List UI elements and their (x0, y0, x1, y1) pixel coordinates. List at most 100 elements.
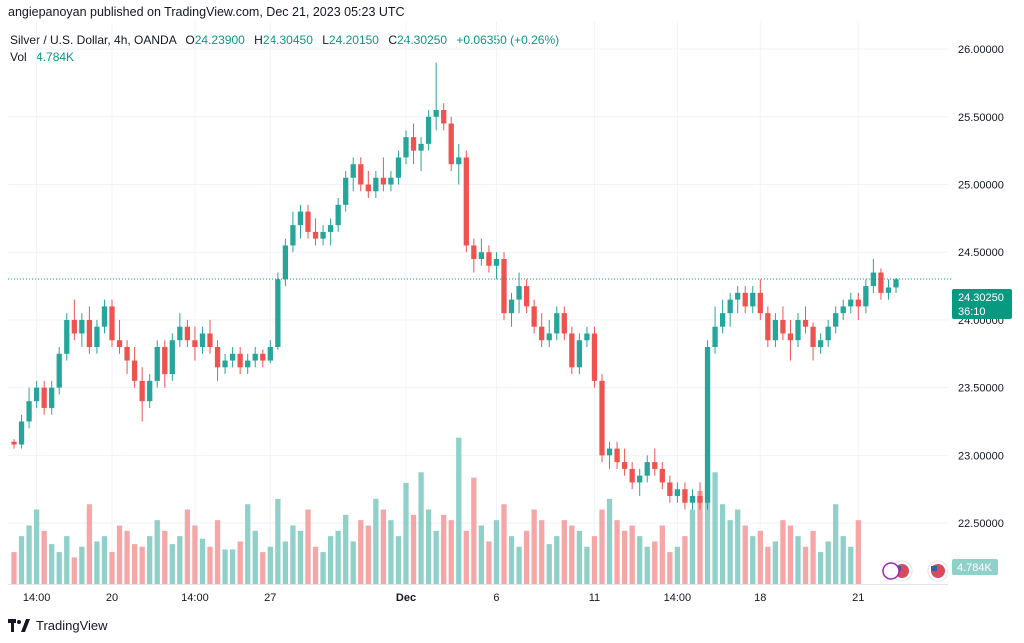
candle (637, 468, 643, 496)
candle (659, 462, 665, 490)
candle (621, 448, 628, 476)
volume-bar (403, 482, 409, 584)
volume-bar (795, 536, 801, 584)
candle (727, 292, 733, 327)
volume-bar (282, 541, 289, 584)
volume-bar (71, 557, 77, 584)
volume-bar (214, 520, 221, 584)
candle (267, 340, 273, 364)
ohlc-row: Silver / U.S. Dollar, 4h, OANDA O24.2390… (10, 32, 559, 49)
candle (833, 306, 839, 334)
volume-bar (358, 520, 364, 584)
volume-bar (576, 530, 583, 584)
volume-bar (629, 525, 635, 584)
candle (810, 322, 816, 361)
candle (795, 313, 801, 348)
volume-bar (56, 552, 62, 584)
candle (614, 441, 620, 469)
price-badge-bg (952, 289, 1012, 319)
candle (652, 448, 658, 476)
volume-bar (64, 536, 70, 584)
candle (64, 313, 70, 361)
time-axis[interactable]: 14:00 20 14:00 27 Dec 6 11 14:00 18 21 (8, 584, 948, 605)
candle (245, 353, 251, 375)
candle (169, 333, 175, 381)
candle (33, 380, 40, 408)
volume-bar (109, 552, 115, 584)
candle (817, 333, 824, 354)
symbol-title[interactable]: Silver / U.S. Dollar, 4h, OANDA (10, 33, 177, 47)
flag-icon[interactable] (927, 560, 949, 582)
candle (214, 340, 221, 381)
x-tick-label: 21 (852, 592, 864, 604)
volume-bar (516, 546, 522, 584)
volume-bar (652, 541, 658, 584)
candle (365, 170, 371, 199)
candle (576, 333, 583, 375)
volume-bar (410, 514, 417, 584)
candle (478, 238, 485, 266)
candle (501, 252, 507, 320)
candle (49, 380, 55, 415)
volume-bar (441, 514, 447, 584)
candle (539, 313, 545, 348)
candle (757, 279, 763, 320)
candle (237, 347, 243, 375)
volume-bar (267, 546, 273, 584)
volume-bar (621, 530, 628, 584)
candle (441, 103, 447, 131)
candle (840, 299, 846, 320)
candle (373, 170, 379, 199)
compare-icon[interactable] (882, 562, 900, 580)
x-tick-label: 14:00 (23, 592, 51, 604)
candle (86, 306, 93, 354)
price-badge-countdown: 36:10 (958, 306, 986, 318)
candle (825, 319, 831, 348)
volume-bar (101, 536, 108, 584)
candle (742, 286, 748, 314)
chart-grid (8, 22, 948, 584)
volume-bar (312, 546, 319, 584)
volume-bar (810, 530, 816, 584)
candle (41, 380, 47, 415)
volume-bar (49, 544, 55, 584)
chart-legend: Silver / U.S. Dollar, 4h, OANDA O24.2390… (10, 32, 559, 66)
candle (94, 319, 100, 354)
candle (674, 482, 681, 503)
candle (848, 292, 854, 314)
candle (765, 306, 771, 348)
candle (380, 157, 387, 192)
volume-bar (833, 504, 839, 584)
candle (388, 170, 394, 192)
volume-bar (297, 530, 304, 584)
candle (305, 204, 311, 239)
candle (787, 319, 794, 361)
volume-bar (463, 530, 469, 584)
candle (320, 225, 326, 246)
candle (893, 277, 899, 293)
volume-bar (327, 536, 334, 584)
volume-bar (139, 546, 145, 584)
candle (139, 367, 145, 422)
volume-bar (531, 509, 537, 584)
volume-badge: 4.784K (952, 559, 998, 575)
candle (463, 150, 469, 253)
candle (456, 143, 462, 185)
volume-bar (554, 536, 560, 584)
volume-bar (41, 530, 47, 584)
volume-bar (750, 536, 756, 584)
candle (350, 157, 356, 192)
volume-bar (18, 536, 25, 584)
volume-bar (425, 509, 432, 584)
volume-bar (471, 477, 477, 584)
candle (192, 326, 198, 361)
volume-bar (290, 525, 296, 584)
volume-bar (275, 498, 281, 584)
candle (697, 482, 703, 510)
candle (335, 198, 341, 232)
candle (154, 340, 160, 388)
y-tick-label: 23.50000 (958, 383, 1004, 395)
volume-bar (207, 546, 213, 584)
price-axis[interactable]: 22.5000023.0000023.5000024.0000024.50000… (958, 44, 1004, 530)
